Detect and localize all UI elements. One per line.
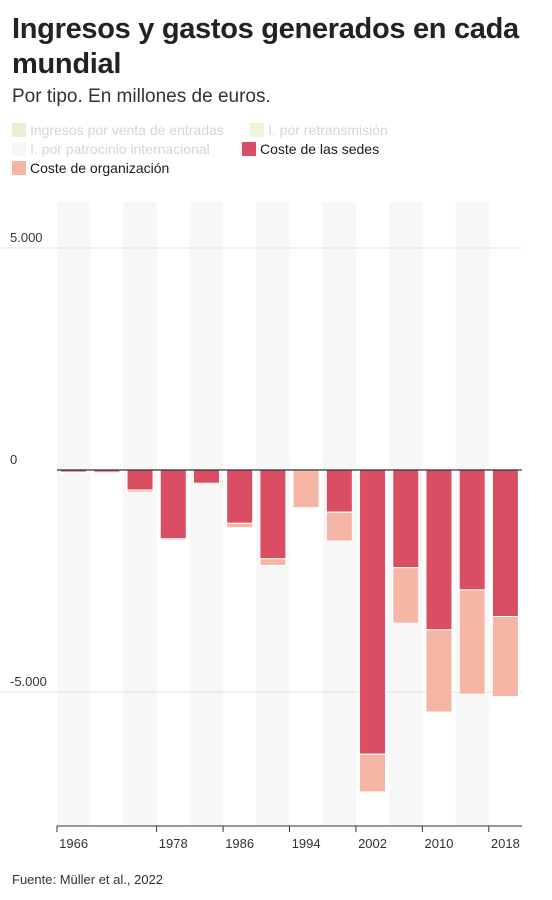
legend-item-venue-cost[interactable]: Coste de las sedes bbox=[242, 140, 379, 158]
bar-segment bbox=[259, 469, 287, 560]
bar-segment bbox=[60, 471, 88, 474]
bar-segment bbox=[359, 469, 387, 755]
bar-segment bbox=[226, 522, 254, 529]
bar-segment bbox=[491, 469, 519, 618]
legend-label: Coste de las sedes bbox=[260, 141, 380, 157]
legend: Ingresos por venta de entradas I. por re… bbox=[12, 121, 432, 177]
y-tick-label: -5.000 bbox=[10, 674, 47, 689]
x-tick-label: 1994 bbox=[292, 836, 321, 851]
bar-segment bbox=[458, 469, 486, 591]
x-tick-label: 2010 bbox=[425, 836, 454, 851]
bar-segment bbox=[126, 489, 154, 493]
bar-segment bbox=[392, 469, 420, 569]
bar-segment bbox=[425, 469, 453, 631]
bar-segment bbox=[491, 616, 519, 697]
bar-segment bbox=[425, 629, 453, 713]
source-note: Fuente: Müller et al., 2022 bbox=[12, 872, 164, 887]
chart-subtitle: Por tipo. En millones de euros. bbox=[12, 86, 271, 107]
bar-segment bbox=[259, 558, 287, 566]
bar-segment bbox=[226, 469, 254, 524]
x-tick-label: 1966 bbox=[59, 836, 88, 851]
bar-segment bbox=[458, 589, 486, 695]
column-band bbox=[123, 202, 157, 826]
y-tick-label: 0 bbox=[10, 452, 17, 467]
legend-item-organization-cost[interactable]: Coste de organización bbox=[12, 159, 169, 177]
bar-chart: 5.000 0 -5.000 1966 1978 1986 1994 2002 2010 2018 bbox=[0, 202, 522, 851]
legend-item-broadcast-income[interactable]: I. por retransmisión bbox=[250, 121, 388, 139]
bar-segment bbox=[192, 482, 220, 486]
bar-segment bbox=[159, 538, 187, 541]
y-tick-label: 5.000 bbox=[10, 230, 43, 245]
bar-segment bbox=[325, 469, 353, 513]
x-tick-label: 1978 bbox=[159, 836, 188, 851]
bar-segment bbox=[159, 469, 187, 540]
legend-item-ticket-income[interactable]: Ingresos por venta de entradas bbox=[12, 121, 240, 139]
column-band bbox=[189, 202, 224, 826]
x-tick-label: 1986 bbox=[225, 836, 254, 851]
bar-segment bbox=[126, 469, 154, 491]
bar-segment bbox=[325, 511, 353, 542]
chart-title: Ingresos y gastos generados en cada mund… bbox=[12, 13, 519, 80]
legend-label: Coste de organización bbox=[30, 160, 170, 176]
bar-segment bbox=[359, 753, 387, 793]
column-band bbox=[57, 202, 91, 826]
bar-segment bbox=[292, 469, 320, 509]
legend-swatch bbox=[12, 123, 26, 137]
bar-segment bbox=[93, 471, 121, 475]
legend-swatch bbox=[250, 123, 264, 137]
bar-segment bbox=[392, 567, 420, 624]
x-tick-label: 2018 bbox=[491, 836, 520, 851]
legend-label: I. por retransmisión bbox=[268, 122, 388, 138]
bar-segment bbox=[192, 469, 220, 484]
legend-swatch bbox=[12, 142, 26, 156]
legend-item-sponsorship-income[interactable]: I. por patrocinio internacional bbox=[12, 140, 232, 158]
legend-swatch bbox=[242, 142, 256, 156]
x-tick-label: 2002 bbox=[358, 836, 387, 851]
legend-label: I. por patrocinio internacional bbox=[30, 141, 210, 157]
legend-swatch bbox=[12, 161, 26, 175]
legend-label: Ingresos por venta de entradas bbox=[30, 122, 224, 138]
